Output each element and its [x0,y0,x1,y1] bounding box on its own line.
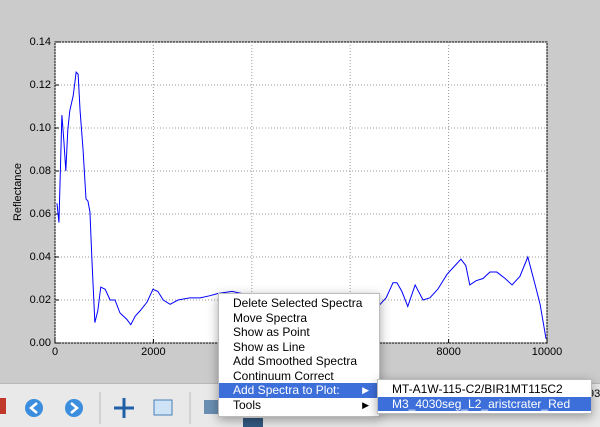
x-tick-label: 10000 [532,346,563,358]
icon-save[interactable] [243,418,263,427]
y-tick-label: 0.06 [30,208,51,220]
y-tick-label: 0.14 [30,36,51,48]
menu-item-label: Delete Selected Spectra [233,296,363,310]
x-tick-label: 8000 [436,346,460,358]
x-tick-label: 2000 [141,346,165,358]
icon-configure[interactable] [204,400,218,414]
y-tick-label: 0.12 [30,79,51,91]
menu-item-label: Show as Point [233,325,310,339]
submenu: MT-A1W-115-C2/BIR1MT115C2 M3_4030seg_L2_a… [377,379,592,414]
menu-item-label: Tools [233,397,262,412]
icon-zoom[interactable] [153,399,173,416]
menu-item-label: M3_4030seg_L2_aristcrater_Red [392,396,571,411]
menu-item-label: Add Smoothed Spectra [233,354,358,368]
menu-item-label: Continuum Correct [233,368,334,383]
menu-item-label: Add Spectra to Plot: [233,383,340,397]
y-tick-label: 0.08 [30,165,51,177]
y-tick-label: 0.00 [30,337,51,349]
menu-item[interactable]: Continuum Correct [219,369,379,384]
menu-item-label: MT-A1W-115-C2/BIR1MT115C2 [392,382,563,396]
plot-area [54,41,548,344]
chart: Reflectance 0.00 0.02 0.04 0.06 0.08 0.10 0.12… [12,36,563,358]
icon-home[interactable] [0,398,6,414]
spectrum-line [56,70,547,339]
icon-forward[interactable] [65,399,83,417]
menu-item-label: Show as Line [233,339,306,354]
y-tick-label: 0.04 [30,251,51,263]
y-axis-label: Reflectance [12,163,24,221]
menu-item-label: Move Spectra [233,310,308,325]
icon-back[interactable] [25,399,43,417]
toolbar-icons [0,392,263,427]
menu-item[interactable]: Show as Line [219,340,379,355]
y-tick-label: 0.10 [30,122,51,134]
x-tick-label: 0 [52,346,58,358]
submenu-arrow: ▶ [362,385,369,395]
menu-item[interactable]: M3_4030seg_L2_aristcrater_Red [378,396,591,411]
menu-item[interactable]: Show as Point [219,325,379,340]
menu-item[interactable]: Move Spectra [219,311,379,326]
menu-item[interactable]: Add Smoothed Spectra [219,354,379,369]
y-tick-label: 0.02 [30,294,51,306]
menu-item[interactable]: Tools ▶ [219,398,379,413]
menu-item[interactable]: Delete Selected Spectra [219,296,379,311]
menu-item[interactable]: MT-A1W-115-C2/BIR1MT115C2 [378,382,591,397]
submenu-arrow: ▶ [362,399,369,410]
context-menu: Delete Selected Spectra Move Spectra Show … [218,293,380,417]
icon-pan[interactable] [114,398,134,418]
menu-item[interactable]: Add Spectra to Plot: ▶ [219,383,379,398]
